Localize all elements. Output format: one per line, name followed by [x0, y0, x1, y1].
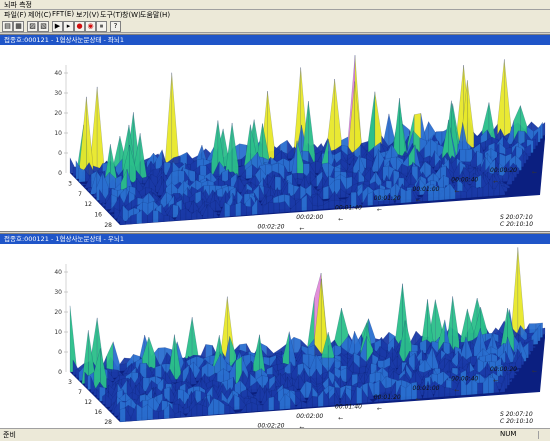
- amplitude-tick-label: 20: [54, 309, 62, 316]
- amplitude-tick-label: 20: [54, 110, 62, 117]
- amplitude-tick-label: 0: [58, 150, 62, 157]
- time-arrow-icon: ←: [532, 368, 537, 375]
- time-tick-label: 00:02:20: [258, 223, 285, 230]
- amplitude-tick-label: 10: [54, 329, 62, 336]
- time-tick-label: 00:01:20: [374, 394, 401, 401]
- time-info-label: C 20:10:10: [500, 418, 533, 425]
- frequency-tick-label: 3: [68, 180, 72, 187]
- frequency-tick-label: 28: [104, 222, 112, 229]
- stop-icon[interactable]: ◉: [85, 21, 96, 32]
- time-arrow-icon: ←: [455, 387, 460, 394]
- status-numlock: NUM: [500, 430, 517, 438]
- time-arrow-icon: ←: [338, 415, 343, 422]
- time-arrow-icon: ←: [300, 225, 305, 231]
- time-tick-label: 00:02:20: [258, 422, 285, 428]
- time-arrow-icon: ←: [416, 197, 421, 204]
- menu-tools[interactable]: 도구(T): [100, 11, 123, 19]
- pane-title: 접종호:000121 - 1협상사눈문상태 - 우뇌1: [0, 234, 550, 244]
- frequency-tick-label: 3: [68, 379, 72, 386]
- time-tick-label: 00:00:40: [451, 375, 478, 382]
- frequency-tick-label: 7: [78, 389, 82, 396]
- time-tick-label: 00:00:20: [490, 366, 517, 373]
- amplitude-tick-label: 30: [54, 90, 62, 97]
- frequency-tick-label: 0: [58, 369, 62, 376]
- frequency-tick-label: 28: [104, 419, 112, 426]
- time-tick-label: 00:00:20: [490, 167, 517, 174]
- help-icon[interactable]: ?: [110, 21, 121, 32]
- time-tick-label: 00:02:00: [296, 214, 323, 221]
- toolbar: ▤ ▦ ▨ ▧ ▶ ▸ ● ◉ ⏸ ?: [0, 20, 550, 33]
- frequency-tick-label: 12: [84, 399, 92, 406]
- time-arrow-icon: ←: [377, 406, 382, 413]
- pane-title: 접종호:000121 - 1협상사눈문상태 - 좌뇌1: [0, 35, 550, 45]
- frequency-tick-label: 0: [58, 170, 62, 177]
- next-icon[interactable]: ▸: [63, 21, 74, 32]
- open-icon[interactable]: ▤: [2, 21, 13, 32]
- time-arrow-icon: ←: [416, 396, 421, 403]
- time-arrow-icon: ←: [338, 216, 343, 223]
- menu-file[interactable]: 파일(F): [4, 11, 27, 19]
- time-arrow-icon: ←: [377, 207, 382, 214]
- frequency-tick-label: 16: [94, 212, 102, 219]
- record-icon[interactable]: ●: [74, 21, 85, 32]
- menu-help[interactable]: 도움말(H): [140, 11, 171, 19]
- amplitude-tick-label: 30: [54, 289, 62, 296]
- time-tick-label: 00:01:20: [374, 195, 401, 202]
- time-info-label: C 20:10:10: [500, 221, 533, 228]
- time-arrow-icon: ←: [300, 424, 305, 428]
- save-icon[interactable]: ▦: [13, 21, 24, 32]
- time-info-label: S 20:07:10: [500, 411, 533, 418]
- spectrum-pane-right: 접종호:000121 - 1협상사눈문상태 - 우뇌1 40 30 20 10 0 0 3 7…: [0, 233, 550, 429]
- frequency-tick-label: 7: [78, 191, 82, 198]
- time-arrow-icon: ←: [493, 178, 498, 185]
- menu-fft[interactable]: FFT(E): [52, 10, 75, 18]
- time-info-label: S 20:07:10: [500, 214, 533, 221]
- time-tick-label: 00:01:40: [335, 205, 362, 212]
- status-text: 준비: [3, 431, 16, 439]
- amplitude-tick-label: 0: [58, 349, 62, 356]
- time-tick-label: 00:01:00: [413, 186, 440, 193]
- time-tick-label: 00:01:00: [413, 385, 440, 392]
- menu-bar: 파일(F) 제어(C) FFT(E) 보기(V) 도구(T) 창(W) 도움말(…: [0, 10, 550, 20]
- folder-icon[interactable]: ▨: [27, 21, 38, 32]
- window-title: 뇌파 측정: [4, 1, 32, 9]
- amplitude-tick-label: 40: [54, 269, 62, 276]
- pause-icon[interactable]: ⏸: [96, 21, 107, 32]
- amplitude-tick-label: 40: [54, 70, 62, 77]
- status-bar: 준비 NUM: [0, 428, 550, 441]
- time-arrow-icon: ←: [455, 188, 460, 195]
- window-titlebar: 뇌파 측정: [0, 0, 550, 10]
- time-arrow-icon: ←: [532, 169, 537, 176]
- menu-window[interactable]: 창(W): [122, 11, 141, 19]
- menu-control[interactable]: 제어(C): [28, 11, 52, 19]
- play-icon[interactable]: ▶: [52, 21, 63, 32]
- frequency-tick-label: 12: [84, 201, 92, 208]
- menu-view[interactable]: 보기(V): [76, 11, 100, 19]
- time-tick-label: 00:00:40: [451, 176, 478, 183]
- resize-grip[interactable]: [538, 431, 548, 439]
- time-tick-label: 00:02:00: [296, 413, 323, 420]
- frequency-tick-label: 16: [94, 409, 102, 416]
- time-arrow-icon: ←: [493, 377, 498, 384]
- spectrum-pane-left: 접종호:000121 - 1협상사눈문상태 - 좌뇌1 40 30 20 10 0 0 3 7…: [0, 34, 550, 232]
- amplitude-tick-label: 10: [54, 130, 62, 137]
- time-tick-label: 00:01:40: [335, 404, 362, 411]
- floppy-icon[interactable]: ▧: [38, 21, 49, 32]
